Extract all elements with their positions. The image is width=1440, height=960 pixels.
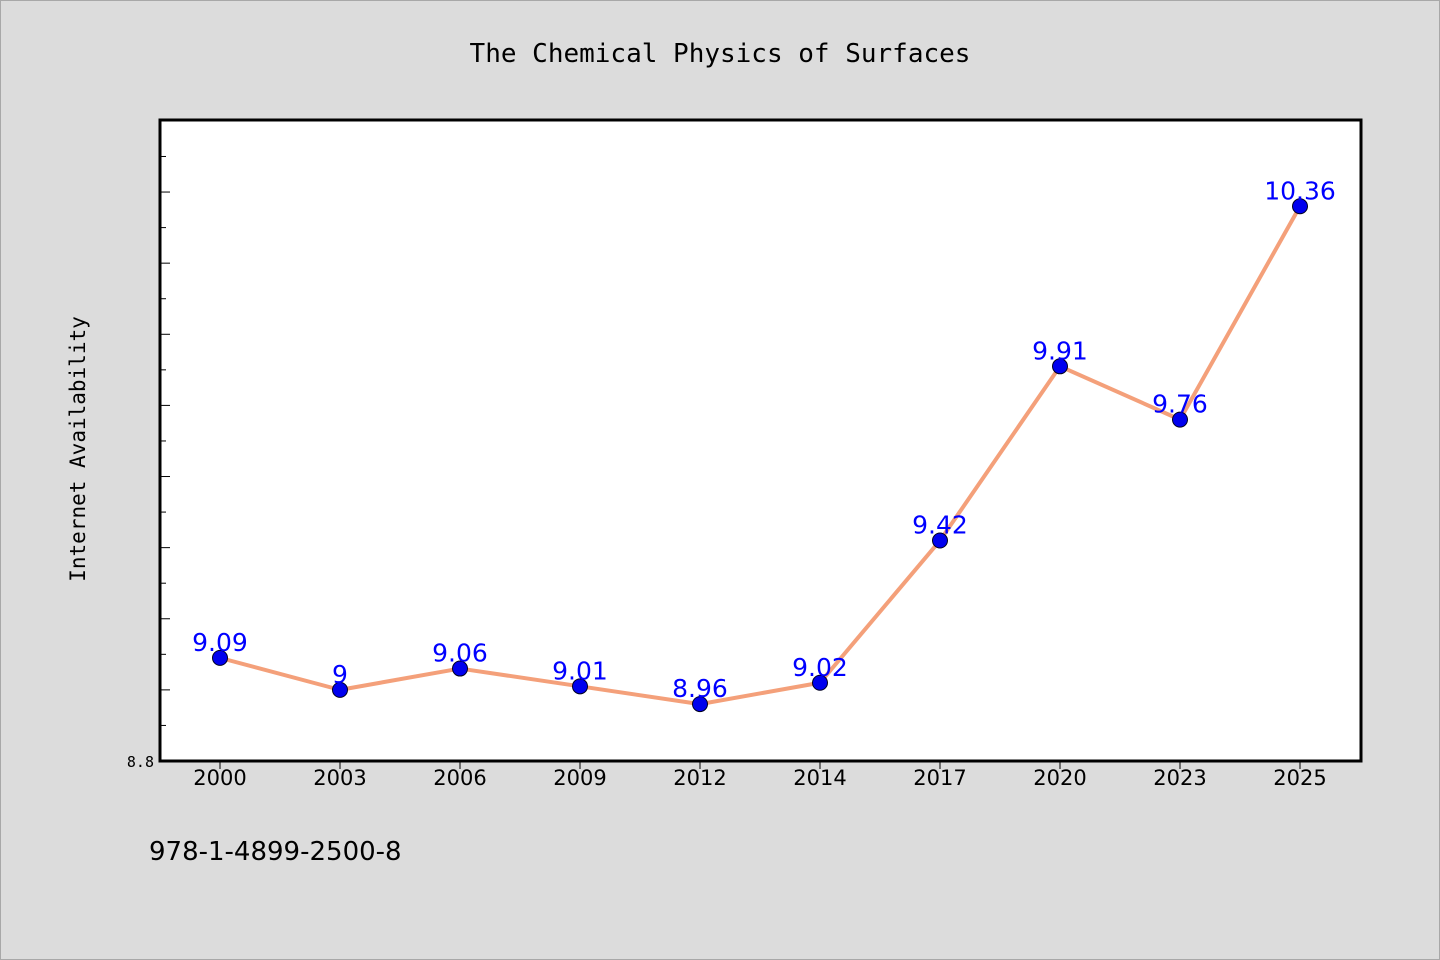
data-label: 9.06 — [432, 639, 488, 668]
data-point — [932, 532, 948, 549]
x-tick-label: 2009 — [553, 766, 606, 790]
x-tick-label: 2020 — [1033, 766, 1086, 790]
isbn-footer: 978-1-4899-2500-8 — [149, 837, 402, 867]
data-label: 9.91 — [1032, 336, 1088, 365]
x-tick-label: 2014 — [793, 766, 846, 790]
data-label: 9.42 — [912, 511, 968, 540]
data-point — [332, 681, 348, 698]
y-axis-label: Internet Availability — [66, 316, 90, 582]
x-tick-label: 2006 — [433, 766, 486, 790]
data-label: 9.01 — [552, 656, 608, 685]
x-tick-label: 2012 — [673, 766, 726, 790]
data-point — [812, 674, 828, 691]
y-tick-label: 8.8 — [127, 753, 154, 771]
data-point — [572, 678, 588, 695]
data-label: 9.09 — [192, 628, 248, 657]
x-tick-label: 2003 — [313, 766, 366, 790]
data-label: 8.96 — [672, 674, 728, 703]
x-tick-label: 2017 — [913, 766, 966, 790]
data-point — [212, 649, 228, 666]
data-point — [452, 660, 468, 677]
data-point — [1052, 358, 1068, 375]
chart-title: The Chemical Physics of Surfaces — [470, 39, 971, 69]
data-label: 9 — [332, 660, 348, 689]
y-axis-ticks: 8.8 — [127, 155, 170, 771]
data-point — [1172, 411, 1188, 428]
x-axis-ticks: 2000 2003 2006 2009 2012 2014 2017 2020 2023 2025 — [193, 761, 1327, 790]
x-tick-label: 2025 — [1273, 766, 1326, 790]
x-tick-label: 2023 — [1153, 766, 1206, 790]
x-tick-label: 2000 — [193, 766, 246, 790]
data-label: 10.36 — [1264, 176, 1336, 205]
data-label: 9.02 — [792, 653, 848, 682]
plot-area — [158, 118, 1363, 763]
series-layer: 9.09 9 9.06 9.01 8.96 9.02 9.42 9.91 9.76 10.36 — [192, 176, 1336, 713]
data-point — [692, 696, 708, 713]
data-label: 9.76 — [1152, 390, 1208, 419]
series-line — [219, 205, 1302, 707]
data-point — [1292, 198, 1308, 215]
